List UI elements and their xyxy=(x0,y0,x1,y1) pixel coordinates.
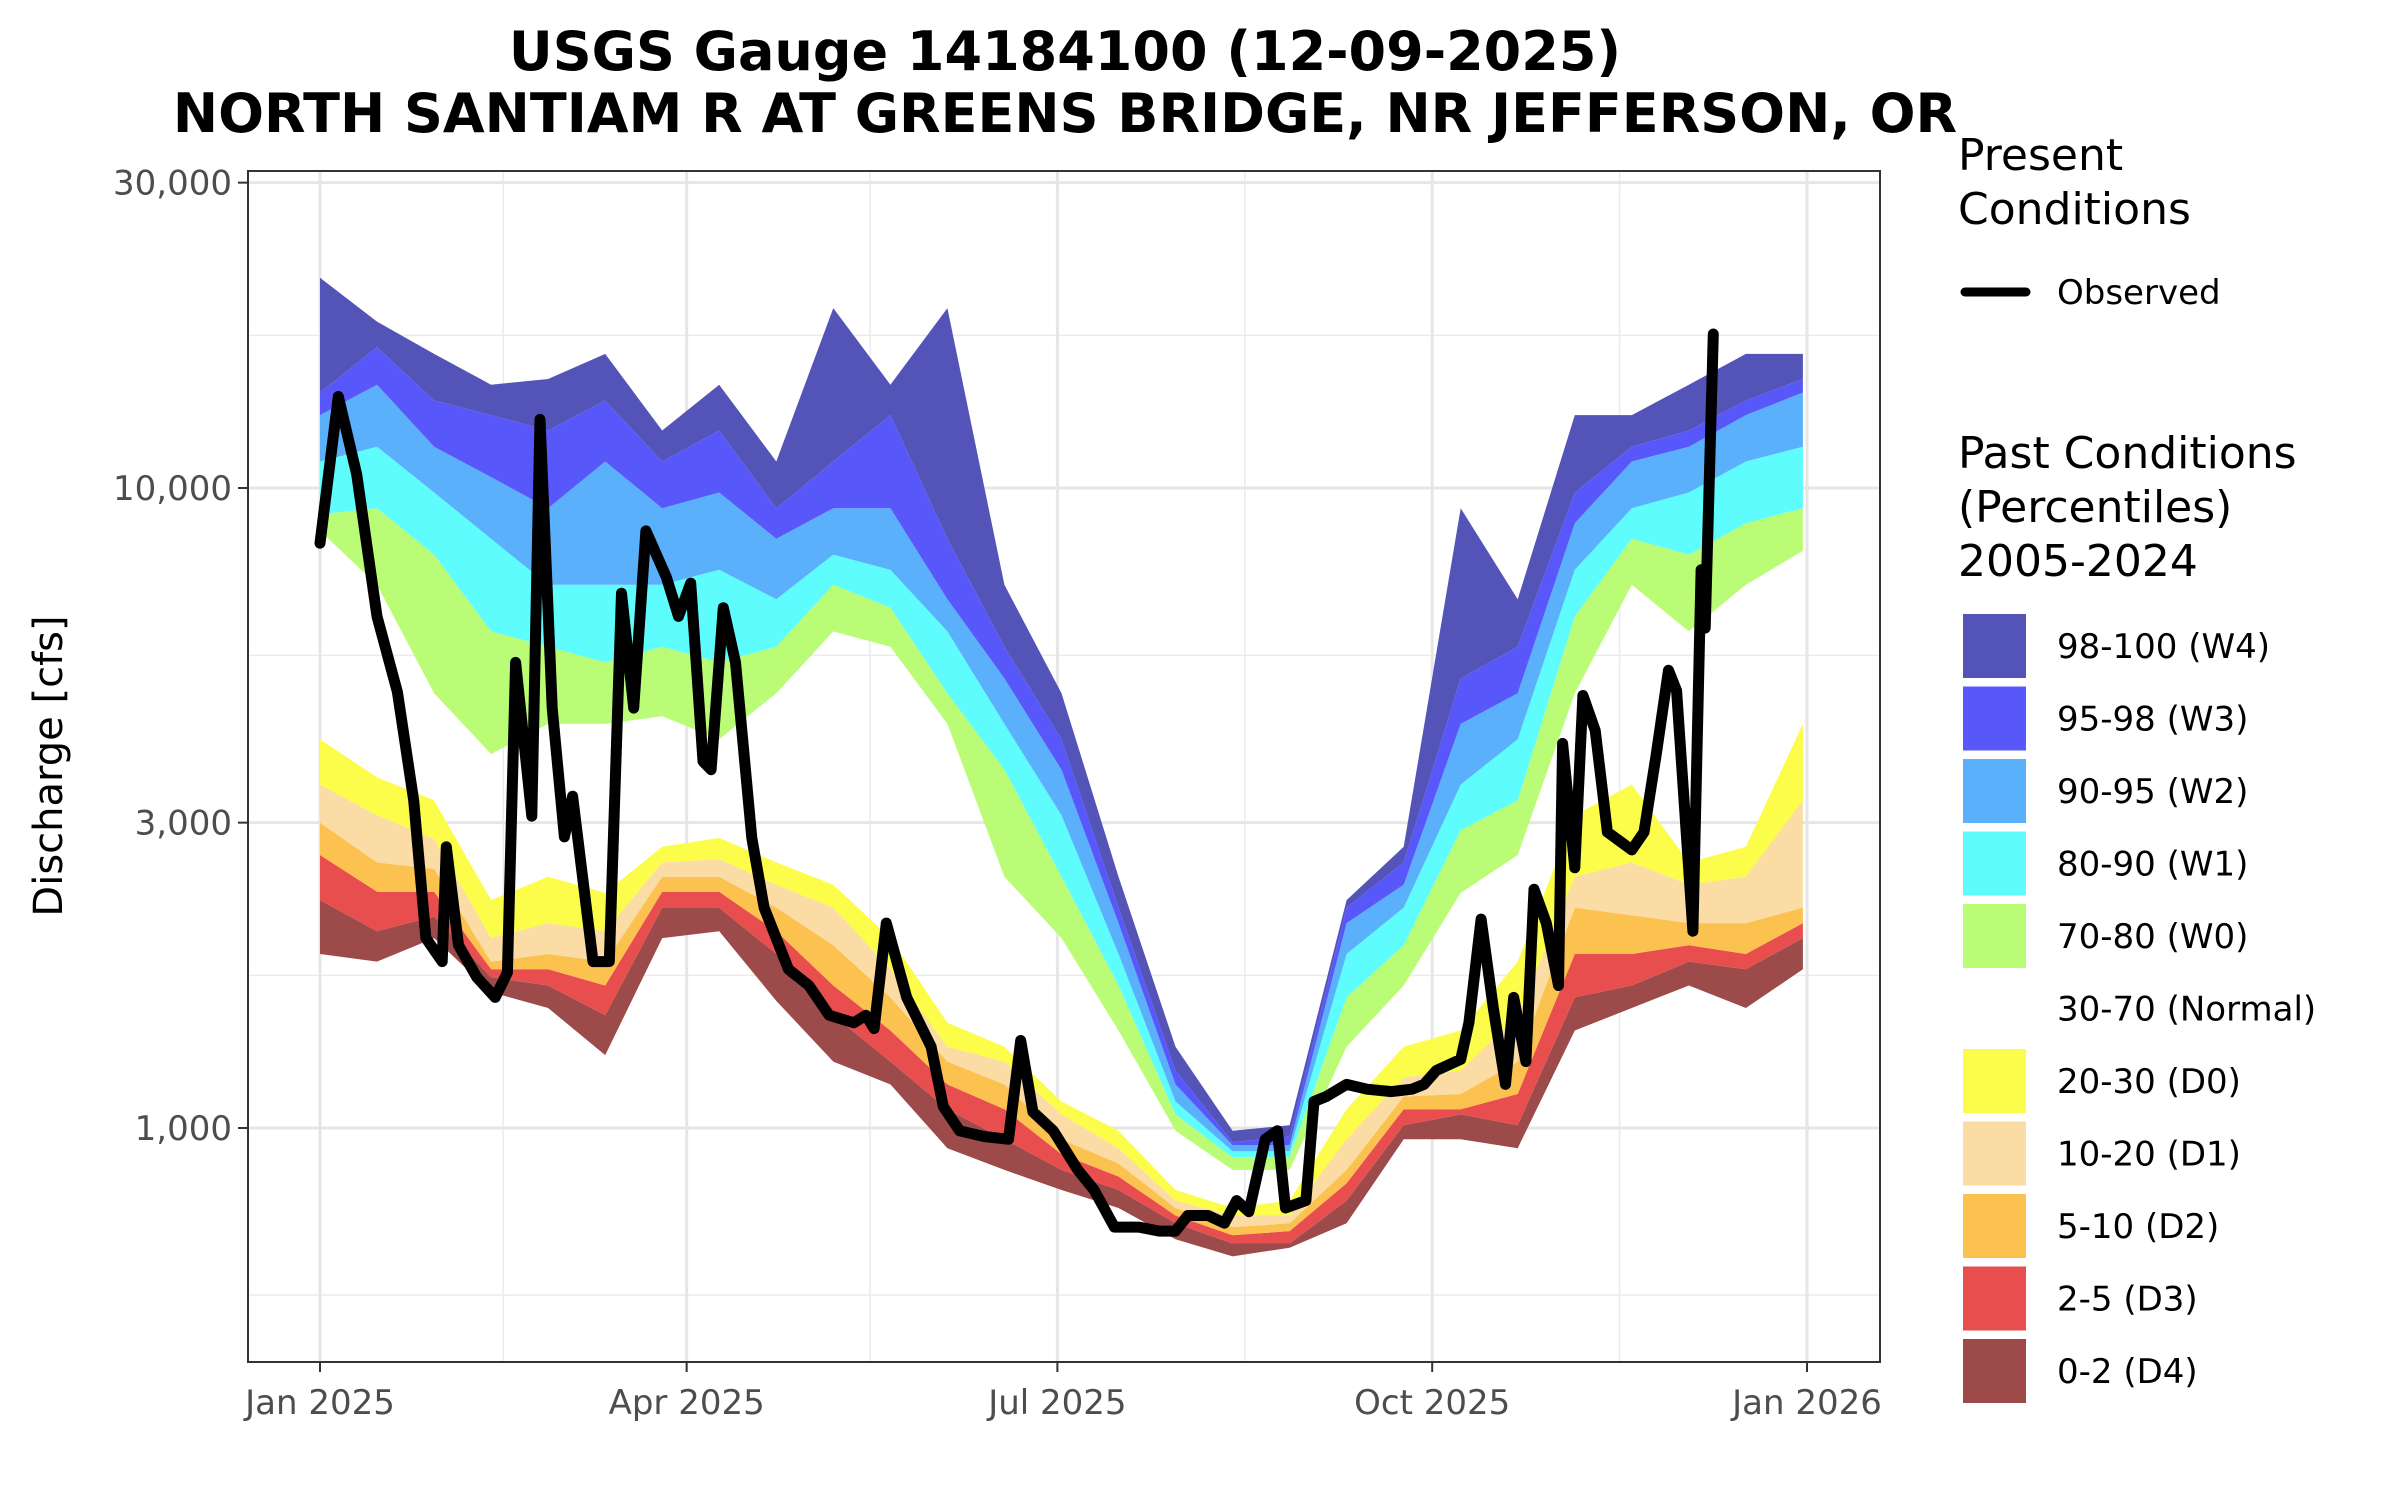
y-tick-label: 1,000 xyxy=(135,1109,232,1149)
legend-entry-label: 10-20 (D1) xyxy=(2057,1135,2241,1175)
legend-entry-label: 70-80 (W0) xyxy=(2057,917,2248,957)
band-70-80-w0 xyxy=(320,508,1803,1170)
legend-entry-label: 0-2 (D4) xyxy=(2057,1352,2198,1392)
x-tick-label: Apr 2025 xyxy=(609,1383,765,1423)
legend-entry-label: 90-95 (W2) xyxy=(2057,772,2248,812)
legend-key-swatch xyxy=(1963,1339,2026,1403)
legend-key-swatch xyxy=(1963,1049,2026,1113)
legend-key-swatch xyxy=(1963,1194,2026,1258)
legend-present-title-line2: Conditions xyxy=(1958,184,2191,235)
chart-title: USGS Gauge 14184100 (12-09-2025) xyxy=(509,20,1621,83)
legend-key-swatch xyxy=(1963,831,2026,896)
legend-entry-label: 2-5 (D3) xyxy=(2057,1280,2198,1320)
band-95-98-w3 xyxy=(320,347,1803,1146)
legend-entry-label: 95-98 (W3) xyxy=(2057,700,2248,740)
legend-key-swatch xyxy=(1963,1266,2026,1331)
legend-key-swatch xyxy=(1963,759,2026,823)
band-2-5-d3 xyxy=(320,855,1803,1244)
y-axis-title: Discharge [cfs] xyxy=(26,615,72,916)
legend-entry-label: 80-90 (W1) xyxy=(2057,845,2248,885)
legend-present-title-line1: Present xyxy=(1958,130,2123,181)
y-axis: 1,000 3,000 10,000 30,000 xyxy=(113,164,248,1149)
plot-panel-border xyxy=(247,170,1881,1363)
x-tick-label: Jul 2025 xyxy=(986,1383,1126,1423)
legend-key-swatch xyxy=(1963,976,2026,1041)
legend-entry-label: 98-100 (W4) xyxy=(2057,627,2270,667)
legend-observed-label: Observed xyxy=(2057,273,2221,313)
observed-series xyxy=(314,328,1719,1237)
x-tick-label: Oct 2025 xyxy=(1354,1383,1510,1423)
x-tick-label: Jan 2026 xyxy=(1730,1383,1882,1423)
band-0-2-d4 xyxy=(320,900,1803,1257)
y-tick-label: 30,000 xyxy=(113,164,232,204)
observed-discharge-line xyxy=(314,328,1719,1237)
legend-key-swatch xyxy=(1963,1121,2026,1186)
legend-past-title-line1: Past Conditions xyxy=(1958,428,2297,479)
legend-entry-label: 30-70 (Normal) xyxy=(2057,990,2316,1030)
band-90-95-w2 xyxy=(320,384,1803,1152)
band-98-100-w4 xyxy=(320,277,1803,1143)
legend-entries: 98-100 (W4) 95-98 (W3) 90-95 (W2) 80-90 (W1… xyxy=(1963,614,2316,1403)
legend-past-title-line3: 2005-2024 xyxy=(1958,536,2198,587)
legend-past-title-line2: (Percentiles) xyxy=(1958,482,2232,533)
x-axis: Jan 2025 Apr 2025 Jul 2025 Oct 2025 Jan 2026 xyxy=(243,1362,1882,1423)
legend-key-swatch xyxy=(1963,904,2026,968)
legend: Present Conditions Observed Past Conditi… xyxy=(1958,130,2316,1403)
legend-key-swatch xyxy=(1963,686,2026,751)
legend-entry-label: 20-30 (D0) xyxy=(2057,1062,2241,1102)
band-20-30-d0 xyxy=(320,723,1803,1216)
x-tick-label: Jan 2025 xyxy=(243,1383,395,1423)
y-tick-label: 3,000 xyxy=(135,804,232,844)
y-tick-label: 10,000 xyxy=(113,469,232,509)
legend-entry-label: 5-10 (D2) xyxy=(2057,1207,2219,1247)
chart-subtitle: NORTH SANTIAM R AT GREENS BRIDGE, NR JEF… xyxy=(173,82,1957,145)
legend-key-swatch xyxy=(1963,614,2026,678)
